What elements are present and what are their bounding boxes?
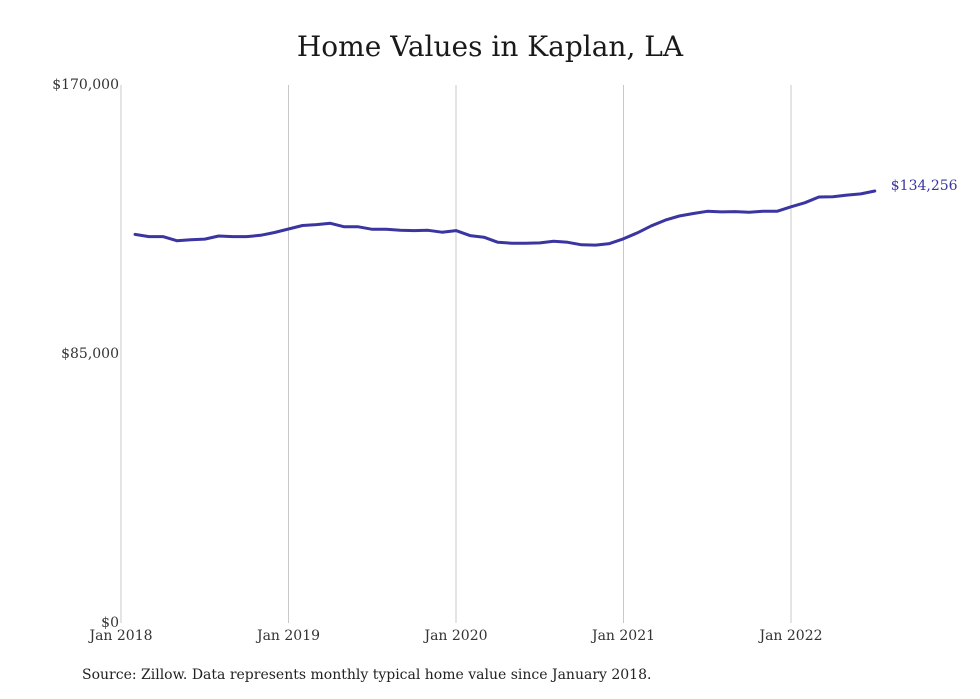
y-tick-label: $0: [101, 615, 119, 631]
x-tick-label: Jan 2019: [255, 628, 320, 644]
y-tick-label: $170,000: [52, 77, 119, 93]
source-note: Source: Zillow. Data represents monthly …: [82, 667, 652, 683]
y-tick-label: $85,000: [61, 346, 119, 362]
chart-title: Home Values in Kaplan, LA: [296, 30, 684, 63]
x-tick-label: Jan 2022: [757, 628, 822, 644]
series-line: [133, 189, 877, 247]
end-value-label: $134,256: [891, 178, 958, 194]
x-tick-label: Jan 2020: [422, 628, 487, 644]
x-tick-label: Jan 2018: [87, 628, 152, 644]
x-tick-label: Jan 2021: [590, 628, 655, 644]
